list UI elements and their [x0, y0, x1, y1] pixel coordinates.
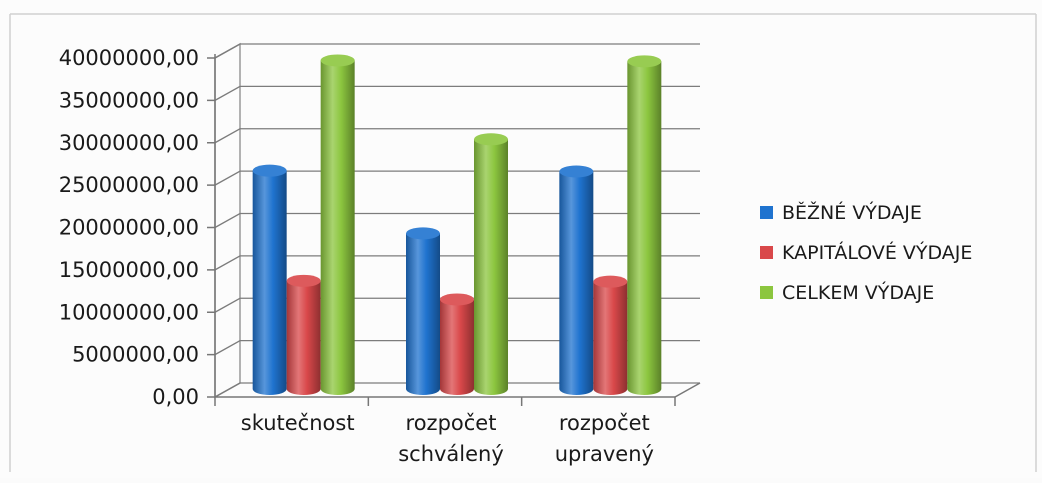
y-tick-label: 0,00: [152, 385, 199, 409]
bar-body: [440, 299, 474, 395]
legend-label: CELKEM VÝDAJE: [782, 281, 934, 304]
gridline: [214, 382, 700, 398]
bar-top: [286, 274, 321, 287]
y-tick-label: 10000000,00: [59, 300, 199, 324]
bar-top: [627, 55, 662, 68]
legend-item: CELKEM VÝDAJE: [760, 281, 934, 304]
bar-celkem: [474, 133, 508, 395]
x-category-label: skutečnost: [241, 411, 355, 435]
bar-top: [320, 54, 355, 67]
bar-celkem: [320, 54, 355, 395]
bar-top: [440, 293, 474, 306]
legend-swatch: [760, 206, 773, 219]
bar-body: [286, 280, 321, 395]
y-tick-label: 25000000,00: [59, 173, 199, 197]
bar-top: [252, 164, 287, 177]
y-tick-label: 15000000,00: [59, 258, 199, 282]
bar-kapitalove: [440, 293, 474, 395]
bar-body: [252, 170, 287, 395]
floor-right-edge: [674, 382, 701, 398]
x-category-label: upravený: [555, 442, 654, 466]
legend-label: KAPITÁLOVÉ VÝDAJE: [782, 241, 972, 264]
bar-body: [406, 233, 440, 395]
bar-top: [593, 275, 628, 288]
bar-celkem: [627, 55, 662, 395]
legend-item: BĚŽNÉ VÝDAJE: [760, 201, 922, 224]
gridline: [214, 255, 700, 271]
legend-item: KAPITÁLOVÉ VÝDAJE: [760, 241, 972, 264]
bar-bezne: [559, 165, 594, 395]
x-category-label: rozpočet: [406, 411, 497, 435]
y-tick-label: 5000000,00: [72, 343, 199, 367]
bar-kapitalove: [286, 274, 321, 395]
bar-body: [627, 61, 662, 395]
gridline: [214, 43, 700, 59]
bar-body: [320, 60, 355, 395]
gridline: [214, 212, 700, 229]
x-category-label: schválený: [398, 442, 504, 466]
y-tick-label: 20000000,00: [59, 216, 199, 240]
gridline: [214, 339, 700, 356]
bar-top: [406, 227, 440, 240]
y-tick-label: 40000000,00: [59, 46, 199, 70]
gridline: [214, 128, 700, 144]
y-tick-label: 30000000,00: [59, 131, 199, 155]
gridline: [214, 170, 700, 186]
gridline: [214, 297, 700, 313]
y-tick-label: 35000000,00: [59, 88, 199, 112]
bar-bezne: [406, 227, 440, 395]
bar-bezne: [252, 164, 287, 395]
bar-body: [559, 171, 594, 395]
x-category-label: rozpočet: [559, 411, 650, 435]
bar-top: [474, 133, 508, 146]
legend-label: BĚŽNÉ VÝDAJE: [782, 201, 922, 224]
bar-top: [559, 165, 594, 178]
bar-body: [474, 139, 508, 395]
gridline: [214, 85, 700, 101]
legend-swatch: [760, 286, 773, 299]
bar-kapitalove: [593, 275, 628, 395]
bar-body: [593, 281, 628, 395]
legend-swatch: [760, 246, 773, 259]
